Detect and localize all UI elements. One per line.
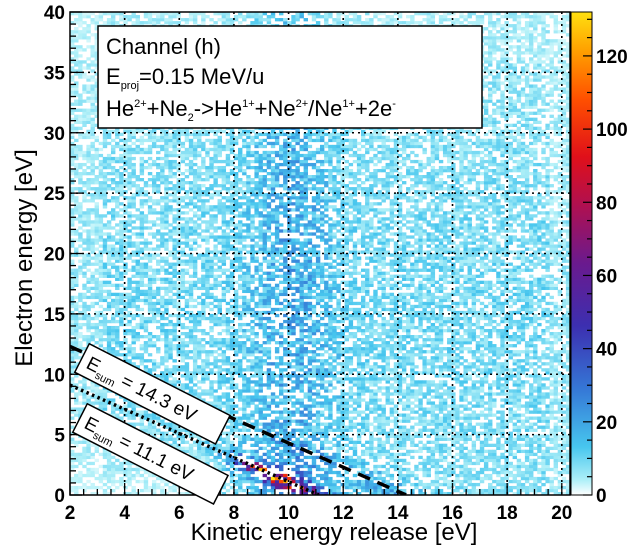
y-axis-label: Electron energy [eV]	[11, 149, 38, 366]
z-tick-label: 100	[596, 120, 628, 141]
x-tick-label: 20	[551, 503, 572, 524]
y-tick-label: 20	[44, 245, 65, 266]
z-tick-label: 20	[596, 413, 617, 434]
legend-projectile-energy: Eproj=0.15 MeV/u	[106, 64, 264, 92]
z-tick-label: 80	[596, 193, 617, 214]
y-tick-label: 15	[44, 305, 66, 326]
legend-channel: Channel (h)	[106, 34, 221, 59]
y-tick-label: 30	[44, 124, 65, 145]
x-tick-label: 18	[497, 503, 518, 524]
x-tick-label: 10	[278, 503, 299, 524]
color-scale-bar	[570, 11, 593, 496]
legend-box: Channel (h) Eproj=0.15 MeV/u He2++Ne2->H…	[97, 25, 483, 129]
z-tick-label: 40	[596, 340, 617, 361]
y-tick-label: 25	[44, 184, 66, 205]
y-tick-label: 5	[54, 426, 65, 447]
y-tick-label: 10	[44, 365, 65, 386]
x-tick-label: 14	[387, 503, 409, 524]
x-tick-label: 12	[333, 503, 354, 524]
color-scale-axis: 0 20 40 60 80 100 120	[583, 18, 628, 507]
x-tick-label: 16	[442, 503, 463, 524]
y-tick-label: 0	[54, 486, 65, 507]
y-axis: 0 5 10 15 20 25 30 35 40	[44, 3, 82, 507]
x-axis-label: Kinetic energy release [eV]	[191, 519, 478, 546]
y-tick-label: 40	[44, 3, 65, 24]
z-tick-label: 120	[596, 47, 628, 68]
x-tick-label: 4	[119, 503, 130, 524]
x-tick-label: 6	[174, 503, 185, 524]
x-tick-label: 2	[65, 503, 76, 524]
esum-14-3-line	[70, 344, 407, 495]
legend-reaction: He2++Ne2->He1++Ne2+/Ne1++2e-	[106, 96, 396, 124]
z-tick-label: 0	[596, 486, 607, 507]
z-tick-label: 60	[596, 266, 617, 287]
x-tick-label: 8	[229, 503, 240, 524]
y-tick-label: 35	[44, 63, 66, 84]
x-axis: 2 4 6 8 10 12 14 16 18 20	[65, 483, 572, 524]
